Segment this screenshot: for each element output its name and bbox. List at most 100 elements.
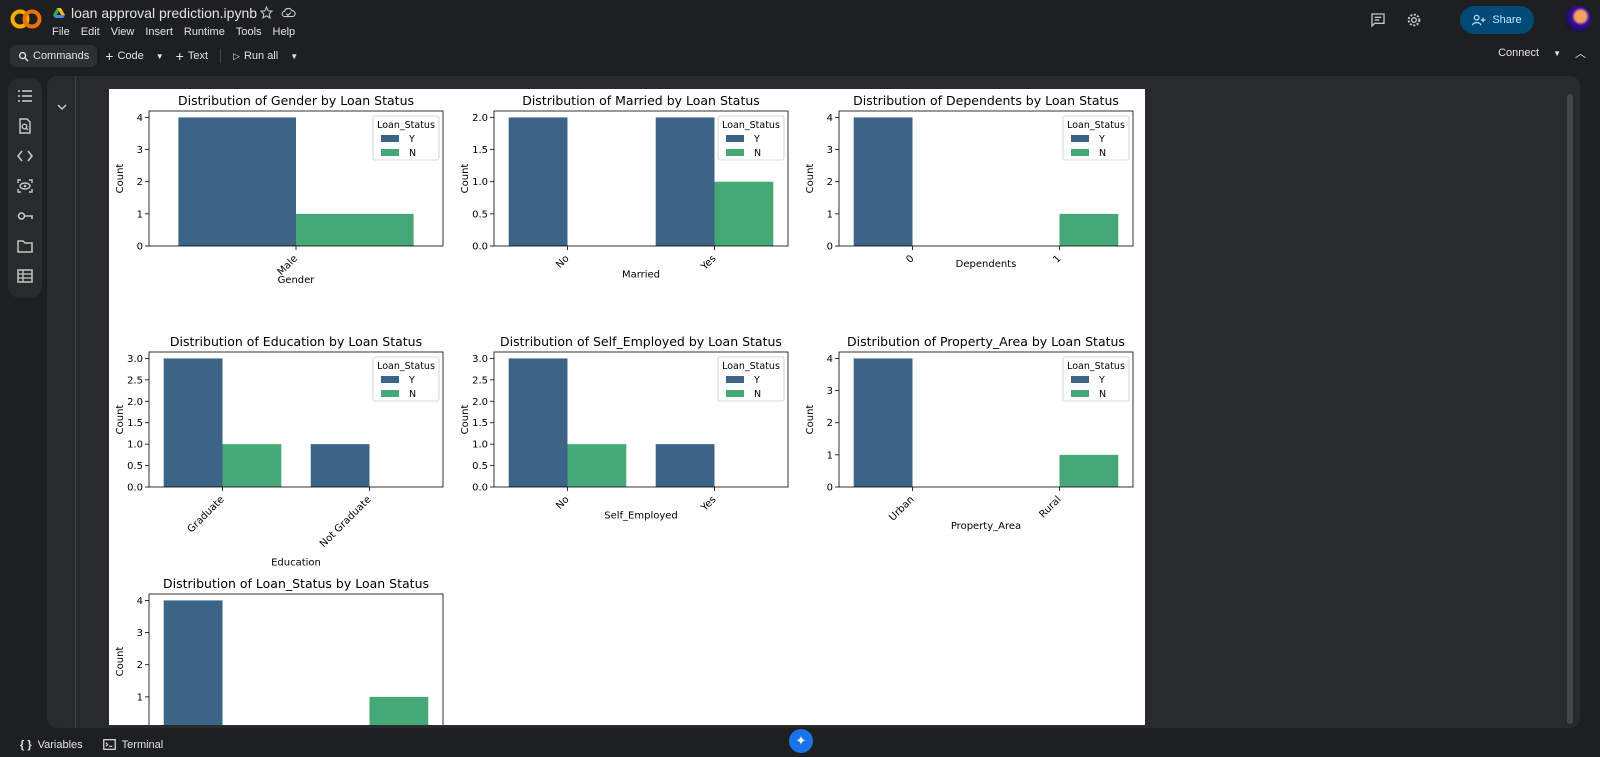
y-tick-label: 4 xyxy=(827,354,833,365)
legend-swatch-n xyxy=(381,390,399,397)
colab-logo[interactable] xyxy=(10,8,42,30)
legend-swatch-n xyxy=(1071,149,1089,156)
legend-label-n: N xyxy=(1099,148,1106,159)
chart-title: Distribution of Self_Employed by Loan St… xyxy=(500,334,782,349)
y-tick-label: 1 xyxy=(827,450,833,461)
legend-swatch-n xyxy=(381,149,399,156)
y-tick-label: 0 xyxy=(827,242,833,253)
collapse-output-icon[interactable] xyxy=(57,102,67,112)
files-icon[interactable] xyxy=(17,238,33,254)
connect-dropdown-icon[interactable]: ▼ xyxy=(1553,48,1561,58)
curly-braces-icon: { } xyxy=(20,738,32,751)
menu-view[interactable]: View xyxy=(110,26,135,38)
cloud-saved-icon[interactable] xyxy=(281,6,296,19)
legend-title: Loan_Status xyxy=(377,120,435,131)
run-all-label: Run all xyxy=(243,50,279,62)
x-axis-label: Dependents xyxy=(956,259,1017,270)
vertical-scrollbar[interactable] xyxy=(1567,94,1573,724)
legend-label-y: Y xyxy=(1098,134,1105,145)
y-tick-label: 3 xyxy=(827,145,833,156)
y-tick-label: 0 xyxy=(137,242,143,253)
x-axis-label: Self_Employed xyxy=(604,511,678,522)
comments-icon[interactable] xyxy=(1370,12,1386,28)
y-axis-label: Count xyxy=(805,405,816,435)
y-tick-label: 2 xyxy=(827,418,833,429)
variables-button[interactable]: { } Variables xyxy=(20,739,83,751)
collapse-header-icon[interactable]: ︿ xyxy=(1575,48,1586,60)
menu-bar: File Edit View Insert Runtime Tools Help xyxy=(52,26,295,38)
data-table-icon[interactable] xyxy=(17,268,33,284)
code-snippets-icon[interactable] xyxy=(17,148,33,164)
plot-area-frame xyxy=(838,110,1134,247)
menu-file[interactable]: File xyxy=(52,26,70,38)
x-tick-label: 1 xyxy=(1051,253,1063,265)
run-options-dropdown[interactable]: ▼ xyxy=(286,45,302,67)
terminal-label: Terminal xyxy=(121,738,164,751)
y-tick-label: 1.0 xyxy=(472,440,488,451)
add-code-button[interactable]: + Code xyxy=(97,45,151,67)
x-tick-label: Graduate xyxy=(186,494,227,535)
commands-button[interactable]: Commands xyxy=(10,45,98,67)
table-of-contents-icon[interactable] xyxy=(17,88,33,104)
legend-swatch-y xyxy=(1071,135,1089,142)
y-tick-label: 4 xyxy=(137,596,143,607)
star-icon[interactable] xyxy=(260,6,273,19)
play-icon: ▷ xyxy=(233,50,240,61)
share-label: Share xyxy=(1492,14,1522,26)
legend-label-n: N xyxy=(409,148,416,159)
run-all-button[interactable]: ▷ Run all xyxy=(225,45,286,67)
plot-area-frame xyxy=(148,593,444,725)
menu-edit[interactable]: Edit xyxy=(80,26,100,38)
y-tick-label: 4 xyxy=(827,113,833,124)
y-tick-label: 1.0 xyxy=(472,177,488,188)
secrets-key-icon[interactable] xyxy=(17,208,33,224)
legend-swatch-y xyxy=(1071,376,1089,383)
variables-inspector-icon[interactable] xyxy=(17,178,33,194)
bar-y-no xyxy=(508,117,568,246)
y-tick-label: 1.5 xyxy=(472,418,488,429)
menu-insert[interactable]: Insert xyxy=(145,26,173,38)
y-axis-label: Count xyxy=(460,405,471,435)
code-options-dropdown[interactable]: ▼ xyxy=(152,45,168,67)
bar-y-yes xyxy=(655,444,715,487)
legend-swatch-n xyxy=(726,149,744,156)
y-tick-label: 1.5 xyxy=(127,418,143,429)
bar-y-no xyxy=(508,358,568,487)
bar-y-male xyxy=(178,117,296,246)
y-tick-label: 0.5 xyxy=(127,461,143,472)
y-tick-label: 2.0 xyxy=(127,397,143,408)
plot-area-frame xyxy=(838,351,1134,488)
x-axis-label: Gender xyxy=(278,275,316,286)
legend-swatch-y xyxy=(381,135,399,142)
search-icon xyxy=(18,51,29,62)
settings-gear-icon[interactable] xyxy=(1406,12,1422,28)
find-icon[interactable] xyxy=(17,118,33,134)
menu-runtime[interactable]: Runtime xyxy=(183,26,225,38)
menu-help[interactable]: Help xyxy=(272,26,296,38)
chart-title: Distribution of Property_Area by Loan St… xyxy=(847,334,1125,349)
people-icon xyxy=(1472,14,1486,26)
menu-tools[interactable]: Tools xyxy=(235,26,262,38)
y-tick-label: 2 xyxy=(137,660,143,671)
commands-label: Commands xyxy=(33,50,90,62)
bar-n-rural xyxy=(1059,454,1119,487)
legend-label-n: N xyxy=(409,389,416,400)
user-avatar[interactable] xyxy=(1565,6,1591,32)
text-label: Text xyxy=(187,50,209,62)
terminal-icon xyxy=(102,739,116,750)
share-button[interactable]: Share xyxy=(1460,6,1534,34)
y-tick-label: 1.0 xyxy=(127,440,143,451)
legend-label-n: N xyxy=(754,389,761,400)
x-tick-label: No xyxy=(554,253,571,270)
terminal-button[interactable]: Terminal xyxy=(102,738,164,751)
legend-label-y: Y xyxy=(408,375,415,386)
add-text-button[interactable]: + Text xyxy=(168,45,216,67)
connect-button[interactable]: Connect xyxy=(1498,47,1540,59)
bar-n-graduate xyxy=(222,444,282,487)
toolbar-divider xyxy=(220,49,222,63)
legend-title: Loan_Status xyxy=(722,361,780,372)
notebook-title[interactable]: loan approval prediction.ipynb xyxy=(71,5,258,21)
gemini-button[interactable]: ✦ xyxy=(789,729,813,753)
y-axis-label: Count xyxy=(115,647,126,677)
plot-area-frame xyxy=(493,110,789,247)
